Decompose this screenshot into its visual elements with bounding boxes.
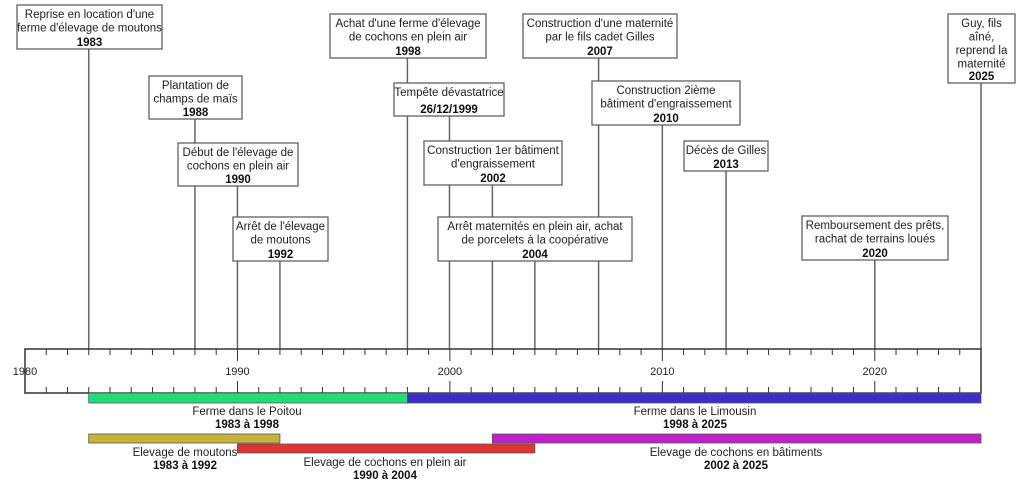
period-label: Ferme dans le Poitou <box>192 406 301 418</box>
event-date: 2007 <box>587 46 613 58</box>
event-box <box>801 215 949 261</box>
period-label: Elevage de cochons en plein air <box>303 457 466 469</box>
event-title: de porcelets à la coopérative <box>461 235 608 247</box>
event-box <box>393 82 505 117</box>
event-title: d'engraissement <box>451 159 536 171</box>
event-date: 2010 <box>653 113 679 125</box>
period-range: 2002 à 2025 <box>704 460 769 472</box>
event-box <box>329 13 487 59</box>
event-box <box>16 4 163 50</box>
event-date: 1998 <box>395 46 421 58</box>
event-title: rachat de terrains loués <box>815 234 935 246</box>
axis-label: 1990 <box>225 366 249 378</box>
period-label: Elevage de cochons en bâtiments <box>650 447 823 459</box>
event-title: Construction 1er bâtiment <box>427 145 559 157</box>
event-title: Achat d'une ferme d'élevage <box>335 18 480 30</box>
period-bar <box>88 433 281 444</box>
event-box <box>522 13 678 59</box>
event-title: ferme d'élevage de moutons <box>17 23 162 35</box>
event-title: bâtiment d'engraissement <box>600 99 732 111</box>
event-box <box>177 142 299 187</box>
period-bar <box>491 433 982 444</box>
event-box <box>423 140 563 186</box>
period-range: 1998 à 2025 <box>663 419 728 431</box>
event-date: 26/12/1999 <box>420 104 478 116</box>
event-title: Arrêt maternités en plein air, achat <box>447 221 623 233</box>
event-date: 2002 <box>480 173 506 185</box>
event-title: Reprise en location d'une <box>25 9 154 21</box>
event-title: reprend la <box>956 45 1008 57</box>
period-bar <box>406 392 982 404</box>
event-date: 2020 <box>862 248 888 260</box>
event-date: 2004 <box>522 249 548 261</box>
event-title: Tempête dévastatrice <box>394 87 503 99</box>
event-title: de cochons en plein air <box>349 32 467 44</box>
event-date: 1992 <box>268 249 294 261</box>
event-title: Arrêt de l'élevage <box>236 221 325 233</box>
time-axis <box>24 348 982 394</box>
event-title: cochons en plein air <box>187 161 289 173</box>
event-title: par le fils cadet Gilles <box>545 32 655 44</box>
period-label: Elevage de moutons <box>133 447 238 459</box>
event-title: champs de maïs <box>153 94 238 106</box>
period-range: 1983 à 1998 <box>215 419 280 431</box>
event-box <box>591 80 741 126</box>
event-box <box>148 75 243 120</box>
event-title: de moutons <box>250 235 310 247</box>
event-date: 1990 <box>225 174 251 186</box>
event-title: Début de l'élevage de <box>183 147 294 159</box>
period-bar <box>237 443 536 454</box>
period-range: 1983 à 1992 <box>153 460 217 472</box>
event-title: Construction 2ième <box>616 85 715 97</box>
period-bar <box>88 392 408 404</box>
event-title: Plantation de <box>162 80 229 92</box>
period-label: Ferme dans le Limousin <box>634 406 757 418</box>
event-title: Construction d'une maternité <box>527 18 674 30</box>
event-title: Décès de Gilles <box>686 145 767 157</box>
event-box <box>683 140 769 172</box>
event-box <box>232 216 329 262</box>
event-date: 1983 <box>77 37 103 49</box>
event-title: aîné, <box>969 32 995 44</box>
axis-label: 1980 <box>13 366 37 378</box>
event-date: 1988 <box>183 107 209 119</box>
event-title: Guy, fils <box>961 18 1002 30</box>
period-range: 1990 à 2004 <box>353 470 418 482</box>
event-title: maternité <box>958 59 1006 71</box>
event-title: Remboursement des prêts, <box>806 220 945 232</box>
event-box <box>437 216 633 262</box>
event-date: 2025 <box>969 71 995 83</box>
axis-label: 2000 <box>438 366 462 378</box>
event-box <box>947 13 1016 84</box>
axis-label: 2010 <box>650 366 674 378</box>
event-date: 2013 <box>713 159 739 171</box>
axis-label: 2020 <box>863 366 887 378</box>
